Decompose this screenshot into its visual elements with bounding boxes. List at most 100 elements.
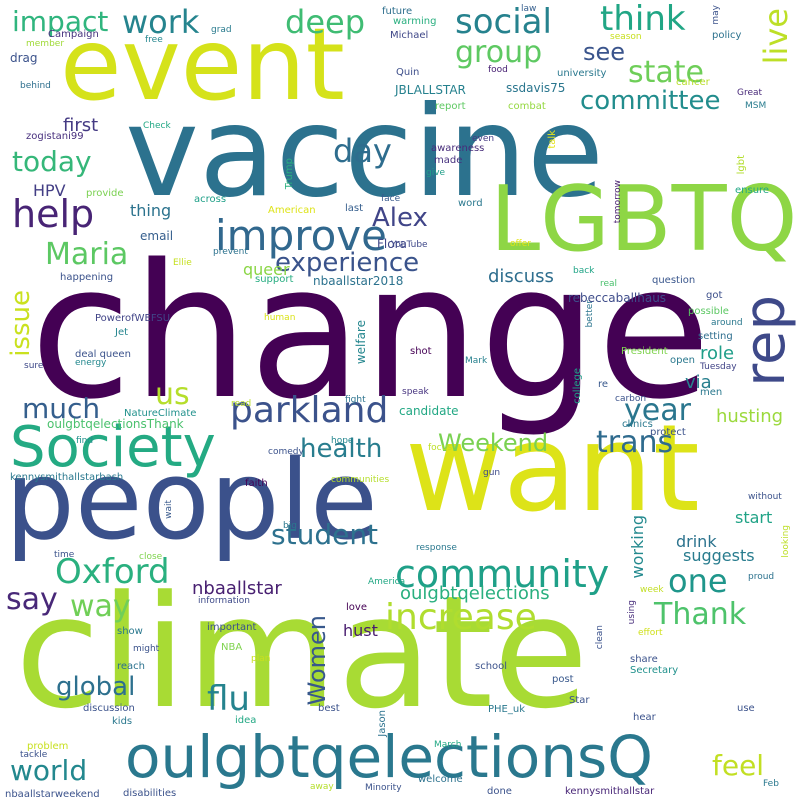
- word-reach: reach: [117, 661, 146, 672]
- word-grad: grad: [211, 25, 232, 35]
- word-phe-uk: PHE_uk: [488, 704, 525, 715]
- word-student: student: [271, 518, 379, 551]
- word-state: state: [628, 55, 704, 90]
- word-increase: increase: [385, 597, 537, 638]
- word-clinics: clinics: [622, 419, 653, 430]
- word-community: community: [395, 552, 610, 596]
- word-working: working: [628, 515, 647, 579]
- word-even: even: [472, 134, 495, 144]
- word-law: law: [521, 4, 537, 14]
- word-climate: climate: [15, 562, 589, 743]
- word-disabilities: disabilities: [123, 788, 177, 799]
- word-university: university: [557, 68, 607, 79]
- word-season: season: [610, 32, 642, 42]
- word-check: Check: [143, 121, 171, 131]
- word-one: one: [668, 562, 728, 600]
- word-see: see: [583, 38, 626, 66]
- word-gun: gun: [483, 468, 501, 478]
- word-rebeccaballhaus: rebeccaballhaus: [568, 291, 667, 305]
- word-flora: Flora: [377, 237, 407, 251]
- word-without: without: [748, 492, 782, 502]
- word-proud: proud: [748, 572, 775, 582]
- word-march: March: [434, 740, 462, 750]
- word-queer: queer: [243, 260, 290, 279]
- word-looking: looking: [781, 525, 791, 558]
- word-great: Great: [737, 88, 763, 98]
- word-hear: hear: [633, 712, 656, 723]
- word-back: back: [573, 266, 595, 276]
- word-hust: hust: [343, 621, 378, 640]
- word-american: American: [268, 205, 316, 216]
- word-work: work: [122, 3, 200, 41]
- word-shot: shot: [410, 346, 432, 357]
- word-support: support: [255, 274, 294, 285]
- word-oulgbtqelectionsthank: oulgbtqelectionsThank: [47, 417, 184, 431]
- word-via: via: [685, 372, 712, 393]
- word-live: live: [757, 8, 795, 65]
- word-plan: plan: [251, 654, 271, 664]
- word-idea: idea: [235, 715, 257, 726]
- word-thank: Thank: [654, 597, 747, 632]
- word-say: say: [6, 582, 58, 617]
- word-welcome: welcome: [418, 774, 463, 785]
- word-communities: communities: [331, 475, 390, 485]
- word-made: made: [434, 155, 463, 166]
- word-oulgbtqelections: oulgbtqelections: [400, 583, 550, 604]
- word-email: email: [140, 229, 174, 243]
- word-awareness: awareness: [431, 143, 485, 154]
- word-maria: Maria: [45, 237, 129, 272]
- word-word: word: [458, 198, 483, 209]
- word-happening: happening: [60, 272, 114, 283]
- word-setting: setting: [698, 331, 733, 342]
- word-drink: drink: [676, 532, 717, 551]
- word-global: global: [56, 672, 136, 702]
- word-may: may: [711, 5, 721, 25]
- word-drag: drag: [10, 51, 38, 65]
- word-possible: possible: [688, 306, 729, 317]
- word-read: read: [231, 399, 252, 409]
- word-powerofwefsu: PowerofWEFSU: [95, 313, 171, 324]
- word-share: share: [630, 654, 658, 665]
- word-week: week: [640, 585, 664, 595]
- word-want: want: [405, 400, 700, 539]
- word-kennysmithallstarbash: kennysmithallstarbash: [10, 472, 124, 483]
- word-us: us: [155, 377, 190, 412]
- word-show: show: [117, 626, 143, 637]
- word-much: much: [22, 392, 101, 425]
- word-lgbt: lgbt: [736, 155, 747, 175]
- word-policy: policy: [712, 30, 742, 41]
- word-jason: Jason: [377, 710, 388, 737]
- word-quin: Quin: [396, 67, 420, 78]
- word-member: member: [26, 39, 65, 49]
- word-people: people: [5, 436, 378, 564]
- word-thing: thing: [130, 201, 172, 220]
- word-big: big: [283, 521, 297, 531]
- word-last: last: [345, 203, 364, 214]
- word-tomorrow: tomorrow: [613, 180, 623, 224]
- word-time: time: [54, 550, 75, 560]
- word-face: face: [381, 194, 401, 204]
- word-cancer: cancer: [676, 77, 710, 88]
- word-best: best: [318, 703, 340, 714]
- word-find: find: [76, 436, 94, 446]
- word-prevent: prevent: [213, 247, 248, 257]
- word-nba: NBA: [221, 642, 243, 653]
- word-president: President: [621, 346, 668, 357]
- word-offer: offer: [510, 239, 531, 249]
- word-wait: wait: [164, 500, 174, 519]
- word-effort: effort: [638, 628, 663, 638]
- word-discussion: discussion: [83, 703, 135, 714]
- word-jblallstar: JBLALLSTAR: [395, 83, 466, 97]
- word-star: Star: [569, 695, 590, 706]
- word-flu: flu: [207, 679, 250, 719]
- word-free: free: [145, 35, 163, 45]
- word-carbon: carbon: [615, 394, 647, 404]
- word-first: first: [63, 115, 99, 136]
- word-nbaallstar: nbaallstar: [192, 578, 282, 599]
- word-event: event: [60, 6, 345, 123]
- word-msm: MSM: [745, 101, 767, 111]
- word-health: health: [300, 434, 383, 464]
- word-nbaallstarweekend: nbaallstarweekend: [5, 789, 100, 800]
- word-social: social: [455, 2, 552, 42]
